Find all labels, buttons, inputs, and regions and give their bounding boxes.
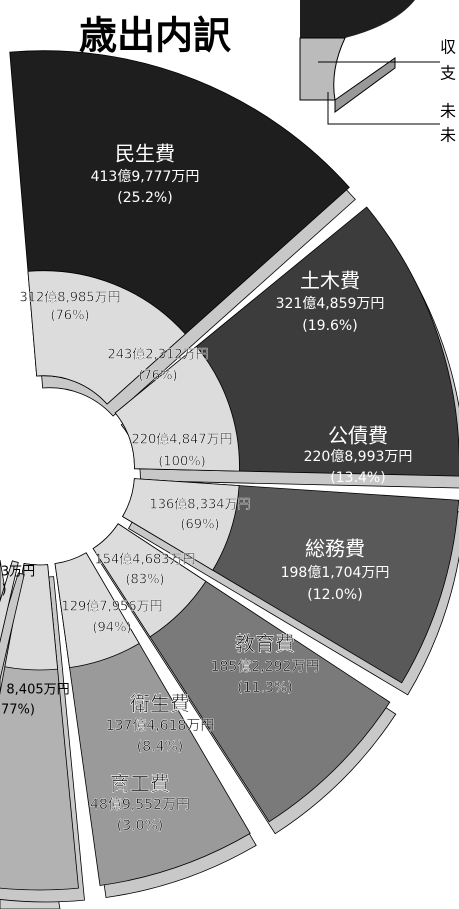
chart-title: 歳出内訳	[79, 14, 231, 58]
amount-label: 198億1,704万円	[281, 565, 390, 581]
category-label: 商工費	[110, 772, 170, 796]
legend-text: 未	[440, 102, 456, 121]
value-label: (8.4%)	[137, 739, 184, 755]
slice-inner	[54, 552, 140, 669]
spent-rate-label: (83%)	[125, 573, 164, 588]
spent-label: 243億2,312万円	[107, 347, 208, 363]
spent-rate-label: (69%)	[180, 518, 219, 533]
category-label: 教育費	[235, 632, 295, 656]
legend-shape	[300, 0, 415, 38]
spent-label: 312億8,985万円	[19, 290, 120, 306]
value-label: (11.3%)	[237, 680, 292, 696]
spent-rate-label: (100%)	[158, 455, 205, 470]
category-label: 衛生費	[130, 692, 190, 716]
category-label: 総務費	[305, 537, 365, 561]
amount-label: 413億9,777万円	[91, 169, 200, 185]
cropped-label: 77%)	[1, 703, 35, 718]
spent-label: 136億8,334万円	[149, 497, 250, 513]
cropped-label: 8,405万円	[6, 683, 69, 698]
category-label: 公債費	[328, 424, 388, 448]
legend-text: 収	[440, 38, 456, 57]
spent-label: 154億4,683万円	[94, 552, 195, 568]
spent-rate-label: (94%)	[92, 621, 131, 636]
slice-side	[0, 572, 25, 681]
value-label: (13.4%)	[330, 470, 385, 486]
slice-inner	[92, 523, 207, 638]
amount-label: 220億8,993万円	[304, 449, 413, 465]
pie	[0, 50, 459, 909]
slice-inner	[4, 563, 59, 671]
cropped-label: )	[1, 583, 6, 598]
spent-label: 220億4,847万円	[131, 432, 232, 448]
amount-label: 185億2,292万円	[211, 659, 320, 675]
amount-label: 137億4,618万円	[106, 718, 215, 734]
legend-icon	[299, 0, 440, 125]
cropped-label: 3万円	[1, 565, 35, 580]
slice-inner	[114, 345, 240, 472]
slice-inner	[0, 560, 19, 644]
slice-inner	[122, 478, 240, 571]
slice-inner	[27, 270, 186, 405]
legend-text: 未	[440, 126, 456, 145]
value-label: (25.2%)	[117, 190, 172, 206]
legend-leader	[327, 92, 440, 125]
spent-rate-label: (76%)	[138, 369, 177, 384]
legend-shape	[334, 57, 396, 113]
spent-rate-label: (76%)	[50, 309, 89, 324]
value-label: (19.6%)	[302, 318, 357, 334]
value-label: (3.0%)	[117, 818, 164, 834]
amount-label: 48億9,552万円	[90, 797, 190, 813]
spent-label: 129億7,956万円	[61, 599, 162, 615]
category-label: 民生費	[115, 142, 175, 166]
amount-label: 321億4,859万円	[276, 296, 385, 312]
value-label: (12.0%)	[307, 587, 362, 603]
labels: 民生費 413億9,777万円 (25.2%) 土木費 321億4,859万円 (19.6…	[1, 38, 456, 835]
category-label: 土木費	[300, 269, 360, 293]
legend-text: 支	[440, 64, 456, 83]
